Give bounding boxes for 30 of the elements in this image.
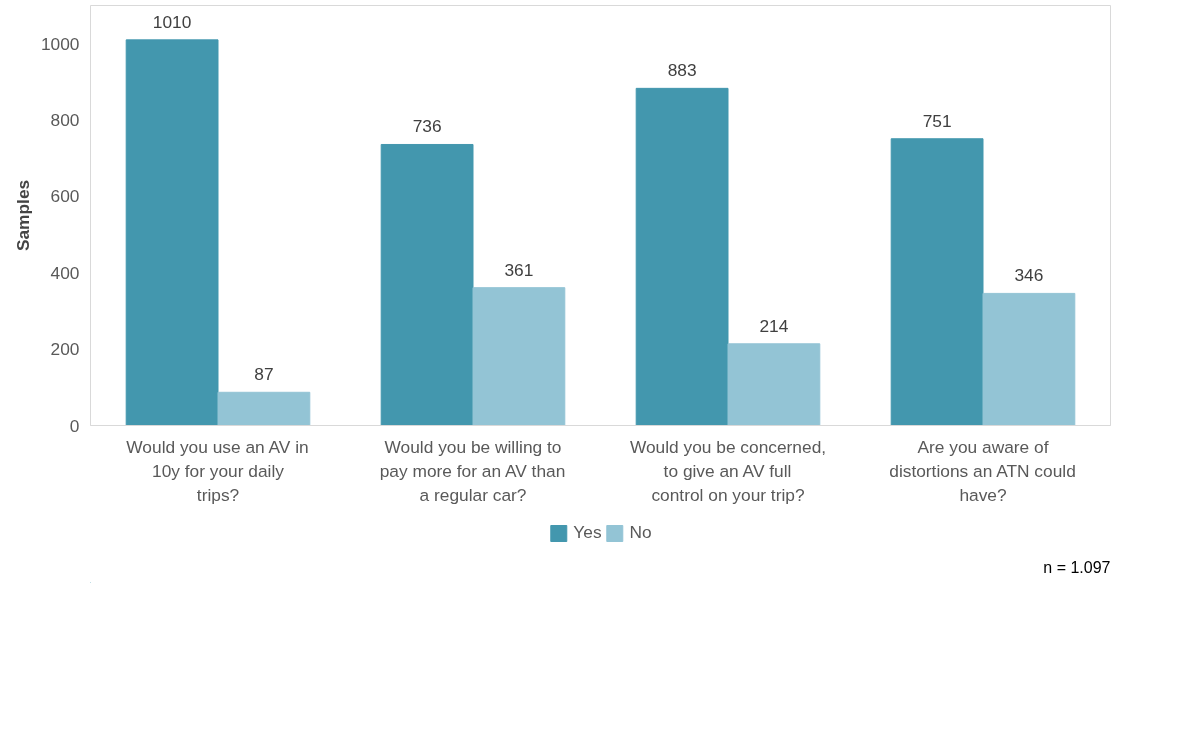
x-tick-label: Are you aware of distortions an ATN could have? bbox=[889, 436, 1076, 505]
x-tick-label: Would you use an AV in 10y for your daily trips? bbox=[126, 436, 309, 505]
bar bbox=[472, 287, 566, 426]
data-label: 751 bbox=[922, 110, 952, 131]
bar bbox=[982, 292, 1076, 426]
bar bbox=[890, 138, 984, 426]
y-tick-label: 200 bbox=[50, 339, 80, 360]
bar bbox=[727, 343, 821, 426]
data-label: 346 bbox=[1014, 265, 1044, 286]
bar bbox=[635, 87, 729, 426]
x-tick-label: Would you be willing to pay more for an AV than a regular car? bbox=[379, 436, 566, 505]
bar bbox=[125, 39, 219, 426]
y-tick-label: 0 bbox=[69, 415, 80, 436]
legend-label: No bbox=[629, 522, 652, 543]
y-tick-label: 400 bbox=[50, 262, 80, 283]
data-label: 214 bbox=[759, 315, 789, 336]
legend-label: Yes bbox=[573, 522, 602, 543]
data-label: 736 bbox=[412, 116, 442, 137]
data-label: 883 bbox=[667, 60, 697, 81]
data-label: 1010 bbox=[152, 11, 192, 32]
text: n = 1.097 bbox=[1043, 558, 1111, 576]
y-axis-title: Samples bbox=[12, 179, 33, 252]
data-label: 361 bbox=[504, 259, 534, 280]
data-label: 87 bbox=[254, 364, 274, 385]
y-tick-label: 600 bbox=[50, 186, 80, 207]
y-tick-label: 800 bbox=[50, 110, 80, 131]
x-tick-label: Would you be concerned, to give an AV full control on your trip? bbox=[629, 436, 827, 505]
y-tick-label: 1000 bbox=[40, 33, 80, 54]
bar bbox=[380, 143, 474, 426]
bar bbox=[217, 391, 311, 426]
